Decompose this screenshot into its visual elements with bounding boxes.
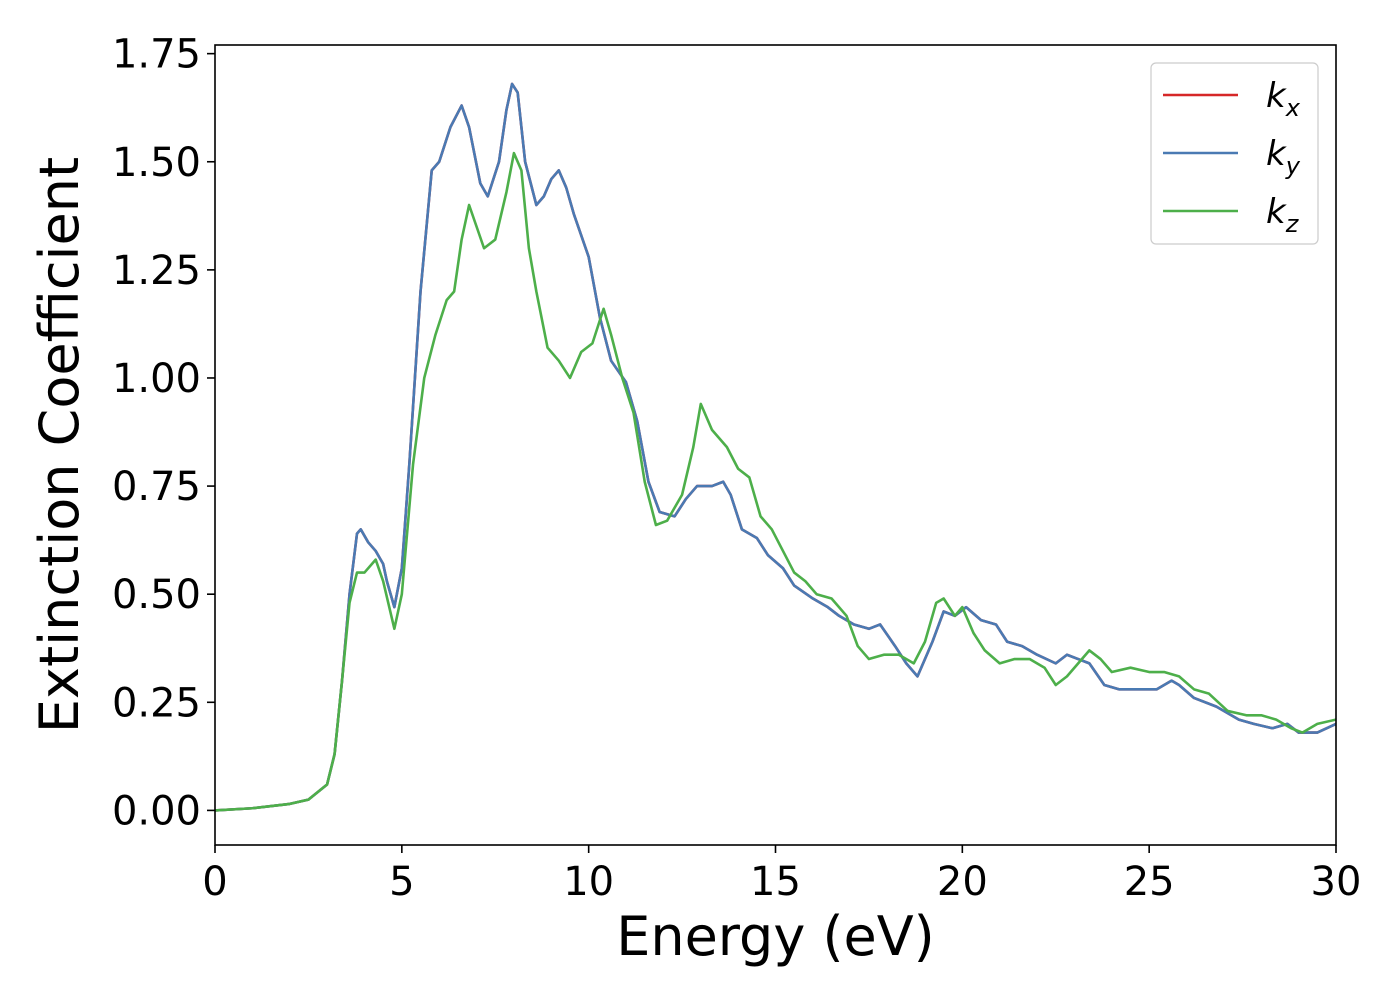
y-tick-label: 0.75 — [112, 464, 201, 510]
legend-label-base: k — [1266, 192, 1287, 232]
x-tick-label: 20 — [937, 859, 988, 905]
legend-label-kx: kx — [1266, 76, 1301, 122]
y-tick-label: 1.50 — [112, 140, 201, 186]
x-axis: 0 5 10 15 20 25 30 — [202, 845, 1361, 905]
y-axis: 0.00 0.25 0.50 0.75 1.00 1.25 1.50 1.75 — [112, 32, 215, 834]
x-axis-label: Energy (eV) — [616, 905, 935, 968]
x-tick-label: 5 — [389, 859, 414, 905]
y-tick-label: 0.50 — [112, 572, 201, 618]
y-tick-label: 1.25 — [112, 248, 201, 294]
x-tick-label: 0 — [202, 859, 227, 905]
legend-label-ky: ky — [1266, 134, 1301, 180]
legend-label-subscript: x — [1285, 94, 1301, 122]
legend-label-subscript: z — [1285, 210, 1300, 238]
legend-label-base: k — [1266, 76, 1287, 116]
x-tick-label: 25 — [1124, 859, 1175, 905]
x-tick-label: 30 — [1311, 859, 1362, 905]
y-tick-label: 1.00 — [112, 356, 201, 402]
plot-lines — [215, 82, 1336, 812]
x-tick-label: 15 — [750, 859, 801, 905]
series-line-kz — [215, 151, 1336, 812]
x-tick-label: 10 — [563, 859, 614, 905]
y-tick-label: 0.25 — [112, 680, 201, 726]
y-tick-label: 1.75 — [112, 32, 201, 78]
legend-label-subscript: y — [1285, 152, 1301, 180]
series-line-ky — [215, 82, 1336, 812]
legend-label-kz: kz — [1266, 192, 1300, 238]
y-axis-label: Extinction Coefficient — [28, 157, 91, 733]
y-tick-label: 0.00 — [112, 788, 201, 834]
legend-label-base: k — [1266, 134, 1287, 174]
